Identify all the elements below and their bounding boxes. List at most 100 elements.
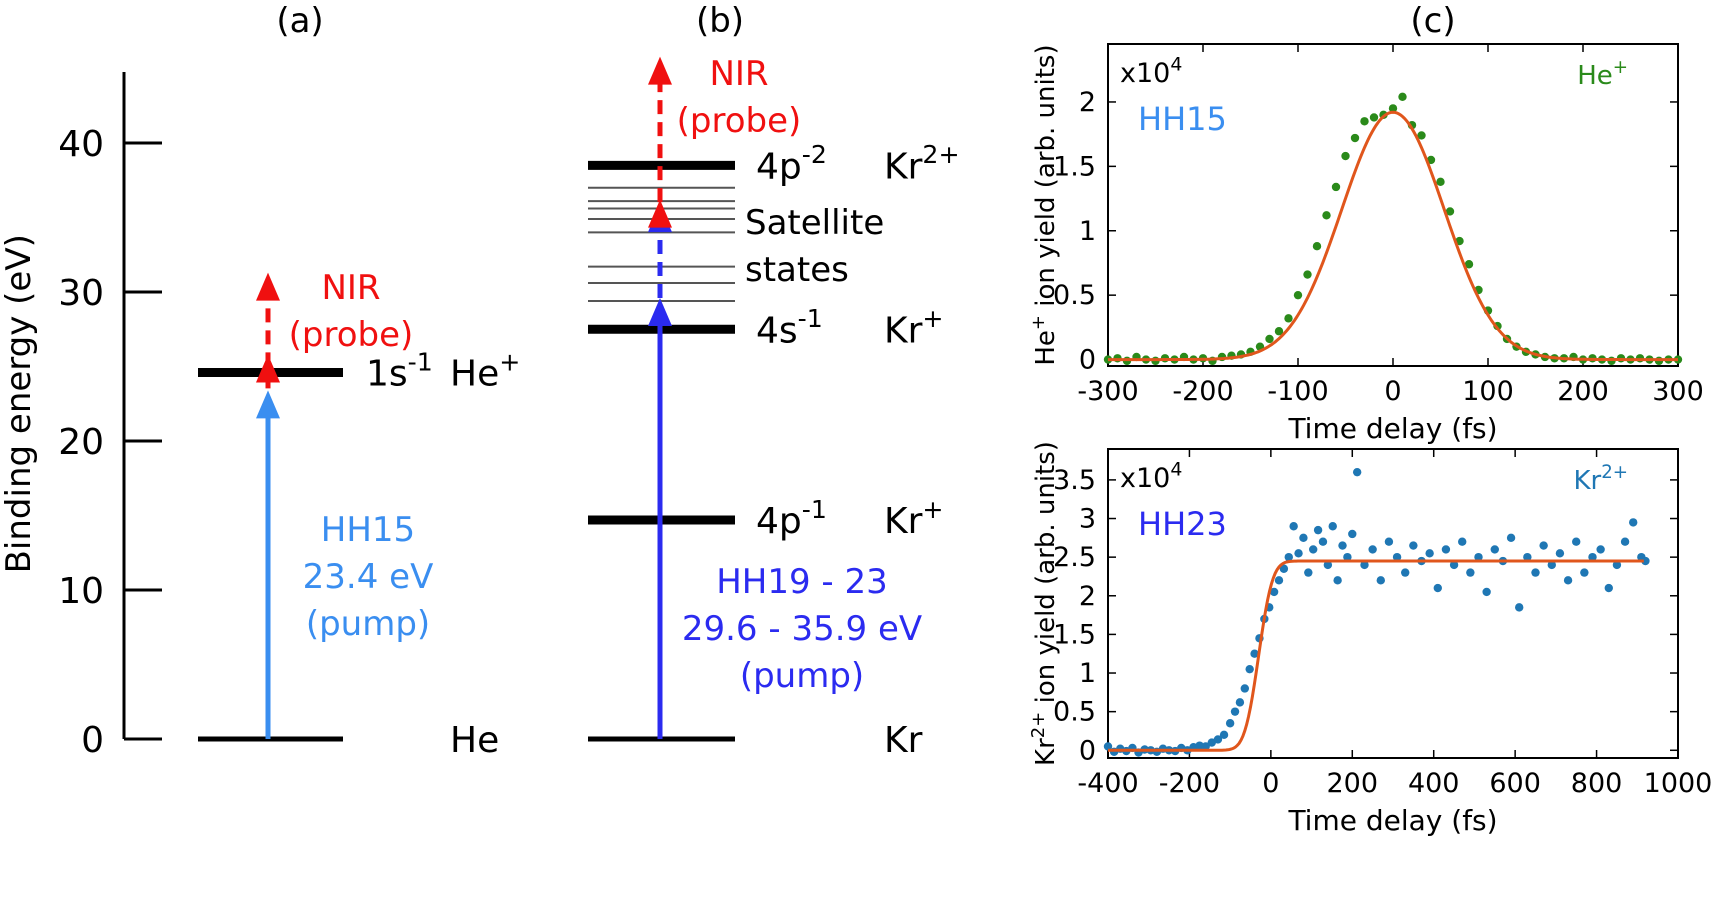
- data-point-25: [1341, 151, 1350, 161]
- data-point-79: [1620, 537, 1630, 546]
- y-axis-label-rest: ion yield (arb. units): [1031, 441, 1061, 712]
- data-point-40: [1323, 560, 1333, 570]
- x-tick-label-1000: 1000: [1644, 768, 1713, 799]
- y-axis-label-base: He: [1031, 330, 1061, 366]
- data-point-38: [1464, 260, 1474, 269]
- data-point-18: [1274, 327, 1284, 336]
- data-point-31: [1279, 564, 1289, 573]
- level-species-1-base: Kr: [884, 501, 923, 542]
- data-point-61: [1474, 552, 1483, 562]
- data-point-34: [1294, 549, 1303, 558]
- x-tick-label-100: 100: [1462, 376, 1514, 407]
- panel-label-b: (b): [696, 1, 744, 41]
- x-tick-label-800: 800: [1571, 768, 1623, 799]
- y-tick-label-4: 2: [1079, 581, 1096, 612]
- data-point-32: [1284, 552, 1293, 562]
- data-point-41: [1328, 522, 1337, 531]
- data-point-55: [1425, 549, 1434, 558]
- data-point-71: [1555, 549, 1565, 558]
- plot-frame: [1107, 448, 1679, 759]
- data-point-74: [1580, 568, 1589, 577]
- data-point-58: [1449, 560, 1459, 570]
- data-point-68: [1531, 568, 1540, 577]
- data-point-70: [1547, 560, 1556, 570]
- y-tick-label-0: 0: [1079, 345, 1096, 376]
- level-species-3: Kr2+: [884, 140, 960, 187]
- level-label-2: 4s-1: [756, 304, 823, 351]
- legend-label: Kr2+: [1573, 462, 1628, 496]
- y-axis-label-rest: ion yield (arb. units): [1031, 44, 1061, 315]
- data-point-60: [1466, 568, 1475, 577]
- data-point-56: [1433, 583, 1442, 593]
- data-point-36: [1304, 568, 1313, 577]
- data-point-69: [1539, 541, 1548, 550]
- data-point-29: [1269, 587, 1279, 597]
- y-tick-label-30: 30: [58, 273, 104, 314]
- data-point-33: [1417, 131, 1426, 140]
- probe-arrow-head: [648, 56, 672, 85]
- level-label-0: He: [450, 720, 499, 761]
- data-point-67: [1523, 552, 1532, 562]
- plot-he-ion-yield: -300 -200 -100 0 100 200 300 0 0.5 1 1.5 2 Time dela…: [1028, 43, 1704, 445]
- data-point-76: [1596, 545, 1605, 554]
- satellite-label-line-1: states: [745, 250, 849, 290]
- level-species-1-sup: +: [499, 347, 520, 376]
- data-point-24: [1331, 182, 1341, 192]
- x-tick-label--200: -200: [1172, 376, 1233, 407]
- data-point-18: [1213, 735, 1223, 744]
- probe-label-line-0: NIR: [321, 268, 380, 308]
- data-point-77: [1604, 583, 1613, 593]
- data-point-75: [1588, 552, 1597, 562]
- level-label-3: 4p-2: [756, 140, 827, 187]
- y-tick-label-5: 2.5: [1053, 542, 1096, 573]
- data-point-19: [1219, 730, 1229, 740]
- data-point-38: [1313, 525, 1323, 535]
- probe-arrow-head-mid: [256, 354, 280, 383]
- data-point-47: [1360, 560, 1369, 570]
- level-label-2-base: 4s: [756, 310, 798, 351]
- data-point-24: [1245, 664, 1254, 674]
- y-tick-label-3: 1.5: [1053, 151, 1096, 182]
- y-axis-label: Kr2+ ion yield (arb. units): [1028, 441, 1061, 766]
- data-point-59: [1458, 537, 1467, 546]
- x-axis-label: Time delay (fs): [1287, 804, 1497, 837]
- x-axis-label: Time delay (fs): [1287, 412, 1497, 445]
- y-tick-label-6: 3: [1079, 504, 1096, 535]
- level-species-2-base: Kr: [884, 310, 923, 351]
- legend-label-base: Kr: [1573, 466, 1601, 496]
- data-point-50: [1384, 537, 1394, 546]
- level-species-1: He+: [450, 347, 520, 394]
- level-label-3-base: 4p: [756, 146, 802, 187]
- x-tick-label-200: 200: [1557, 376, 1609, 407]
- data-point-52: [1401, 568, 1410, 577]
- data-point-48: [1368, 545, 1377, 554]
- level-label-1: 1s-1: [366, 347, 433, 394]
- legend-label-base: He: [1577, 61, 1613, 91]
- pump-label-line-2: (pump): [306, 604, 430, 644]
- multiplier-label-sup: 4: [1170, 459, 1182, 481]
- data-point-30: [1274, 576, 1284, 585]
- y-axis-label-sup: +: [1028, 315, 1049, 330]
- pump-label-line-0: HH15: [321, 510, 415, 550]
- annotation-label: HH15: [1138, 100, 1227, 138]
- y-tick-label-4: 2: [1079, 87, 1096, 118]
- data-point-39: [1318, 537, 1328, 546]
- plot-frame: [1107, 43, 1679, 367]
- data-point-51: [1392, 552, 1402, 562]
- level-label-1-sup: -1: [802, 495, 827, 524]
- data-point-45: [1348, 529, 1357, 539]
- x-tick-label-0: 0: [1384, 376, 1401, 407]
- data-point-73: [1572, 537, 1581, 546]
- probe-label-line-0: NIR: [709, 54, 768, 94]
- level-species-2: Kr+: [884, 304, 944, 351]
- x-tick-label--300: -300: [1077, 376, 1138, 407]
- panel-label-a: (a): [276, 1, 323, 41]
- probe-arrow-head: [256, 272, 280, 301]
- level-label-1-sup: -1: [408, 347, 433, 376]
- data-point-72: [1563, 576, 1573, 585]
- data-point-31: [1398, 92, 1407, 102]
- panel-label-c: (c): [1410, 1, 1455, 41]
- data-point-62: [1482, 587, 1491, 597]
- x-tick-label--200: -200: [1159, 768, 1220, 799]
